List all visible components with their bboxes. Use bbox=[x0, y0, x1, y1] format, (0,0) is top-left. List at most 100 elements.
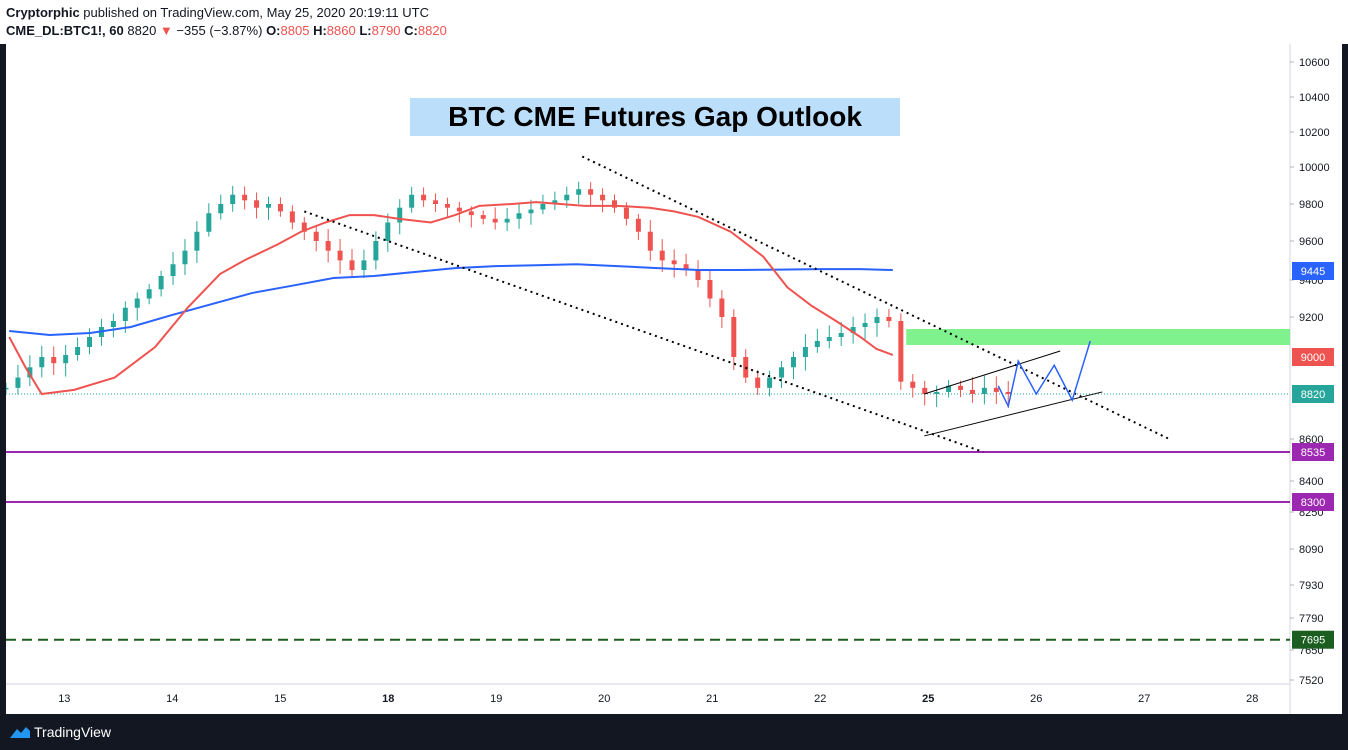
price-label-bg bbox=[1292, 443, 1334, 461]
candle-body bbox=[230, 194, 236, 204]
candle-body bbox=[1005, 391, 1011, 394]
y-tick-label: 8400 bbox=[1299, 476, 1323, 488]
open-value: 8805 bbox=[280, 23, 310, 38]
candle-body bbox=[265, 204, 271, 208]
price-label: 7695 bbox=[1301, 635, 1325, 647]
candle-body bbox=[373, 241, 379, 261]
candle-body bbox=[63, 355, 69, 364]
y-tick-label: 9800 bbox=[1299, 199, 1323, 211]
candle-body bbox=[87, 337, 93, 347]
candle-body bbox=[6, 387, 9, 390]
candle-body bbox=[647, 231, 653, 251]
candle-body bbox=[969, 389, 975, 394]
candle-body bbox=[564, 194, 570, 201]
candle-body bbox=[325, 241, 331, 251]
candle-body bbox=[719, 298, 725, 317]
candle-body bbox=[349, 260, 355, 271]
x-tick-label: 21 bbox=[706, 693, 718, 705]
candle-body bbox=[671, 260, 677, 265]
ma-slow-line[interactable] bbox=[9, 263, 893, 337]
y-tick-label: 10200 bbox=[1299, 127, 1330, 139]
candle-body bbox=[444, 204, 450, 208]
candle-body bbox=[683, 264, 689, 271]
projection-path[interactable] bbox=[997, 340, 1091, 409]
candle-body bbox=[731, 317, 737, 357]
price-label: 8535 bbox=[1301, 447, 1325, 459]
brand-name[interactable]: TradingView bbox=[34, 724, 112, 740]
channel-lower-line[interactable] bbox=[924, 391, 1103, 437]
candle-body bbox=[946, 385, 952, 392]
high-label: H: bbox=[313, 23, 327, 38]
candle-body bbox=[194, 231, 200, 251]
candle-body bbox=[15, 377, 21, 388]
candle-body bbox=[802, 347, 808, 357]
candle-body bbox=[826, 337, 832, 341]
change-value: −355 (−3.87%) bbox=[176, 23, 263, 38]
candle-body bbox=[588, 189, 594, 195]
candle-body bbox=[134, 298, 140, 308]
candle-body bbox=[433, 200, 439, 204]
x-tick-label: 26 bbox=[1030, 693, 1042, 705]
candle-body bbox=[146, 289, 152, 299]
candle-body bbox=[206, 213, 212, 232]
candle-body bbox=[576, 189, 582, 195]
change-arrow-icon: ▼ bbox=[159, 23, 173, 38]
price-label-bg bbox=[1292, 630, 1334, 649]
x-tick-label: 13 bbox=[58, 693, 70, 705]
candle-body bbox=[981, 387, 987, 394]
candle-body bbox=[385, 222, 391, 241]
chart-title: BTC CME Futures Gap Outlook bbox=[448, 101, 862, 132]
candle-body bbox=[898, 321, 904, 382]
publish-info: Cryptorphic published on TradingView.com… bbox=[6, 5, 429, 20]
cme-gap-zone[interactable] bbox=[906, 329, 1290, 345]
candle-body bbox=[397, 207, 403, 223]
y-tick-label: 10600 bbox=[1299, 57, 1330, 69]
price-label-bg bbox=[1292, 385, 1334, 403]
x-tick-label: 19 bbox=[490, 693, 502, 705]
candle-body bbox=[289, 211, 295, 223]
chart-area[interactable]: 10600 10400 10200 10000 9800 9600 9400 9200 8600… bbox=[6, 44, 1342, 714]
candle-body bbox=[767, 377, 773, 388]
title-banner bbox=[410, 98, 900, 136]
x-tick-label: 15 bbox=[274, 693, 286, 705]
candle-body bbox=[552, 200, 558, 204]
candle-body bbox=[313, 231, 319, 241]
upper-trendline[interactable] bbox=[581, 155, 1170, 440]
candle-body bbox=[874, 317, 880, 323]
price-label: 9445 bbox=[1301, 266, 1325, 278]
close-value: 8820 bbox=[417, 23, 447, 38]
ma-fast-line[interactable] bbox=[8, 201, 894, 396]
y-tick-label: 10400 bbox=[1299, 92, 1330, 104]
candle-body bbox=[254, 200, 260, 208]
author-name[interactable]: Cryptorphic bbox=[6, 5, 80, 20]
candle-body bbox=[934, 391, 940, 394]
candle-body bbox=[528, 209, 534, 214]
candle-body bbox=[504, 218, 510, 223]
candle-body bbox=[110, 321, 116, 327]
price-label-bg bbox=[1292, 262, 1334, 280]
symbol-label[interactable]: CME_DL:BTC1!, 60 bbox=[6, 23, 124, 38]
lower-trendline[interactable] bbox=[303, 210, 984, 453]
price-label: 8300 bbox=[1301, 497, 1325, 509]
candle-body bbox=[922, 387, 928, 394]
candle-body bbox=[39, 357, 45, 368]
candle-body bbox=[516, 213, 522, 219]
candle-body bbox=[635, 218, 641, 232]
candle-body bbox=[480, 215, 486, 219]
y-tick-label: 10000 bbox=[1299, 162, 1330, 174]
low-label: L: bbox=[359, 23, 372, 38]
candle-body bbox=[492, 218, 498, 223]
y-tick-label: 7790 bbox=[1299, 613, 1323, 625]
candle-body bbox=[75, 347, 81, 355]
candle-body bbox=[242, 194, 248, 201]
candle-body bbox=[122, 307, 128, 321]
channel-upper-line[interactable] bbox=[924, 350, 1061, 395]
tradingview-logo-icon bbox=[10, 727, 30, 738]
candle-body bbox=[695, 270, 701, 280]
published-text: published on TradingView.com, May 25, 20… bbox=[83, 5, 429, 20]
price-chart[interactable]: 1060010400102001000098009600940092008600… bbox=[6, 44, 1342, 714]
x-tick-label: 27 bbox=[1138, 693, 1150, 705]
candle-body bbox=[850, 327, 856, 333]
candle-body bbox=[468, 211, 474, 216]
x-tick-label: 22 bbox=[814, 693, 826, 705]
